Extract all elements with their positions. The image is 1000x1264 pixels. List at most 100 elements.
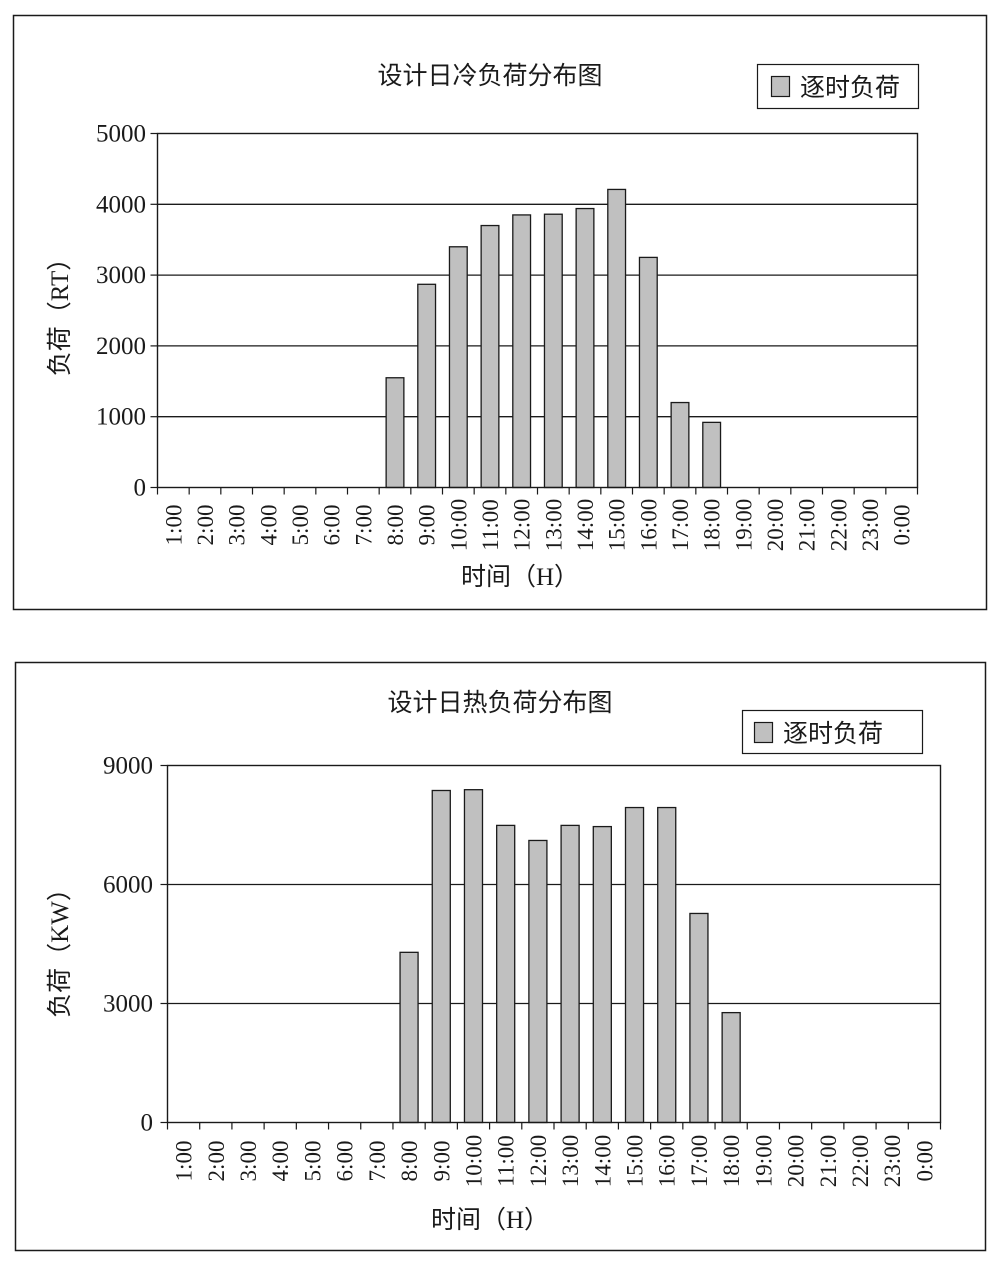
- x-tick-label: 6:00: [320, 505, 345, 546]
- x-tick-label: 21:00: [795, 499, 820, 551]
- x-tick-label: 16:00: [636, 499, 661, 551]
- bar: [528, 839, 548, 1124]
- x-tick-label: 20:00: [784, 1135, 809, 1187]
- x-axis-label: 时间（H）: [461, 563, 579, 591]
- x-tick-label: 16:00: [655, 1135, 680, 1187]
- bar: [689, 912, 709, 1124]
- legend-swatch: [770, 75, 791, 98]
- x-tick-label: 10:00: [461, 1135, 486, 1187]
- plot-area: [166, 764, 942, 1124]
- x-tick-label: 1:00: [172, 1141, 197, 1182]
- x-tick-label: 12:00: [526, 1135, 551, 1187]
- x-tick-label: 5:00: [300, 1141, 325, 1182]
- y-tick-label: 6000: [103, 872, 153, 899]
- x-tick-label: 14:00: [590, 1135, 615, 1187]
- cooling-load-chart: 设计日冷负荷分布图 逐时负荷 0 1000 2000 3000 4000 5000 1:00…: [12, 14, 988, 611]
- y-tick-label: 5000: [96, 121, 146, 148]
- x-tick-label: 4:00: [268, 1141, 293, 1182]
- y-tick-label: 3000: [96, 262, 146, 289]
- x-tick-label: 7:00: [351, 505, 376, 546]
- y-tick-label: 1000: [96, 404, 146, 431]
- x-tick-label: 11:00: [494, 1135, 519, 1187]
- bar: [670, 401, 690, 489]
- x-tick-label: 1:00: [161, 505, 186, 546]
- x-tick-label: 6:00: [333, 1141, 358, 1182]
- bar: [575, 207, 595, 489]
- x-tick-label: 9:00: [415, 505, 440, 546]
- x-tick-label: 2:00: [193, 505, 218, 546]
- bar: [385, 377, 405, 489]
- bar: [624, 806, 645, 1124]
- x-tick-label: 15:00: [605, 499, 630, 551]
- x-tick-label: 17:00: [668, 499, 693, 551]
- x-tick-label: 23:00: [858, 499, 883, 551]
- x-tick-label: 22:00: [848, 1135, 873, 1187]
- y-tick-label: 2000: [96, 333, 146, 360]
- chart-marks: 0 1000 2000 3000 4000 5000 1:00 2:00 3:00 4:00 5:0…: [96, 121, 919, 551]
- chart-marks: 0 3000 6000 9000 1:00 2:00 3:00 4:00 5:00 6:00 7:0…: [103, 753, 942, 1187]
- x-tick-label: 2:00: [204, 1141, 229, 1182]
- y-tick-label: 0: [134, 475, 147, 502]
- legend-label: 逐时负荷: [800, 74, 900, 102]
- heating-load-chart: 设计日热负荷分布图 逐时负荷 0 3000 6000 9000 1:00 2:00 3:00…: [14, 661, 987, 1252]
- bar: [512, 214, 532, 489]
- chart-title: 设计日冷负荷分布图: [377, 62, 602, 90]
- bar: [560, 824, 580, 1124]
- x-tick-label: 9:00: [429, 1141, 454, 1182]
- bar: [721, 1011, 741, 1124]
- x-tick-label: 7:00: [365, 1141, 390, 1182]
- legend: 逐时负荷: [741, 709, 924, 755]
- bar: [496, 824, 516, 1124]
- x-tick-label: 13:00: [558, 1135, 583, 1187]
- y-tick-label: 3000: [103, 991, 153, 1018]
- y-axis-label: 负荷（RT）: [46, 246, 74, 376]
- legend: 逐时负荷: [756, 63, 920, 110]
- bar: [480, 224, 500, 489]
- plot-area: [156, 132, 919, 489]
- x-tick-label: 12:00: [510, 499, 535, 551]
- bar: [463, 789, 484, 1124]
- legend-swatch: [753, 721, 774, 744]
- bar: [431, 789, 451, 1124]
- x-tick-label: 15:00: [623, 1135, 648, 1187]
- x-axis-label: 时间（H）: [431, 1206, 549, 1234]
- x-tick-label: 13:00: [541, 499, 566, 551]
- x-tick-label: 23:00: [880, 1135, 905, 1187]
- x-tick-label: 18:00: [700, 499, 725, 551]
- x-tick-label: 8:00: [383, 505, 408, 546]
- bar: [702, 421, 722, 489]
- x-tick-label: 22:00: [826, 499, 851, 551]
- bar: [592, 825, 612, 1124]
- x-tick-label: 3:00: [225, 505, 250, 546]
- legend-label: 逐时负荷: [783, 720, 883, 748]
- x-tick-label: 3:00: [236, 1141, 261, 1182]
- x-tick-label: 19:00: [731, 499, 756, 551]
- x-tick-label: 8:00: [397, 1141, 422, 1182]
- x-tick-label: 17:00: [687, 1135, 712, 1187]
- chart-frame: [12, 14, 988, 611]
- bar: [543, 213, 563, 489]
- x-tick-label: 14:00: [573, 499, 598, 551]
- x-tick-label: 11:00: [478, 499, 503, 551]
- x-tick-label: 0:00: [912, 1141, 937, 1182]
- x-tick-label: 21:00: [816, 1135, 841, 1187]
- x-tick-label: 20:00: [763, 499, 788, 551]
- y-tick-label: 0: [141, 1110, 154, 1137]
- x-tick-label: 5:00: [288, 505, 313, 546]
- bar: [448, 246, 468, 489]
- bar: [638, 256, 658, 489]
- x-tick-label: 10:00: [446, 499, 471, 551]
- y-tick-label: 9000: [103, 753, 153, 780]
- x-tick-label: 19:00: [751, 1135, 776, 1187]
- bar: [399, 951, 419, 1124]
- x-tick-label: 4:00: [256, 505, 281, 546]
- bar: [417, 283, 437, 489]
- bar: [657, 806, 677, 1124]
- x-tick-label: 0:00: [890, 505, 915, 546]
- y-axis-label: 负荷（KW）: [46, 876, 74, 1018]
- x-tick-label: 18:00: [719, 1135, 744, 1187]
- bar: [607, 188, 627, 489]
- chart-title: 设计日热负荷分布图: [387, 689, 612, 717]
- y-tick-label: 4000: [96, 191, 146, 218]
